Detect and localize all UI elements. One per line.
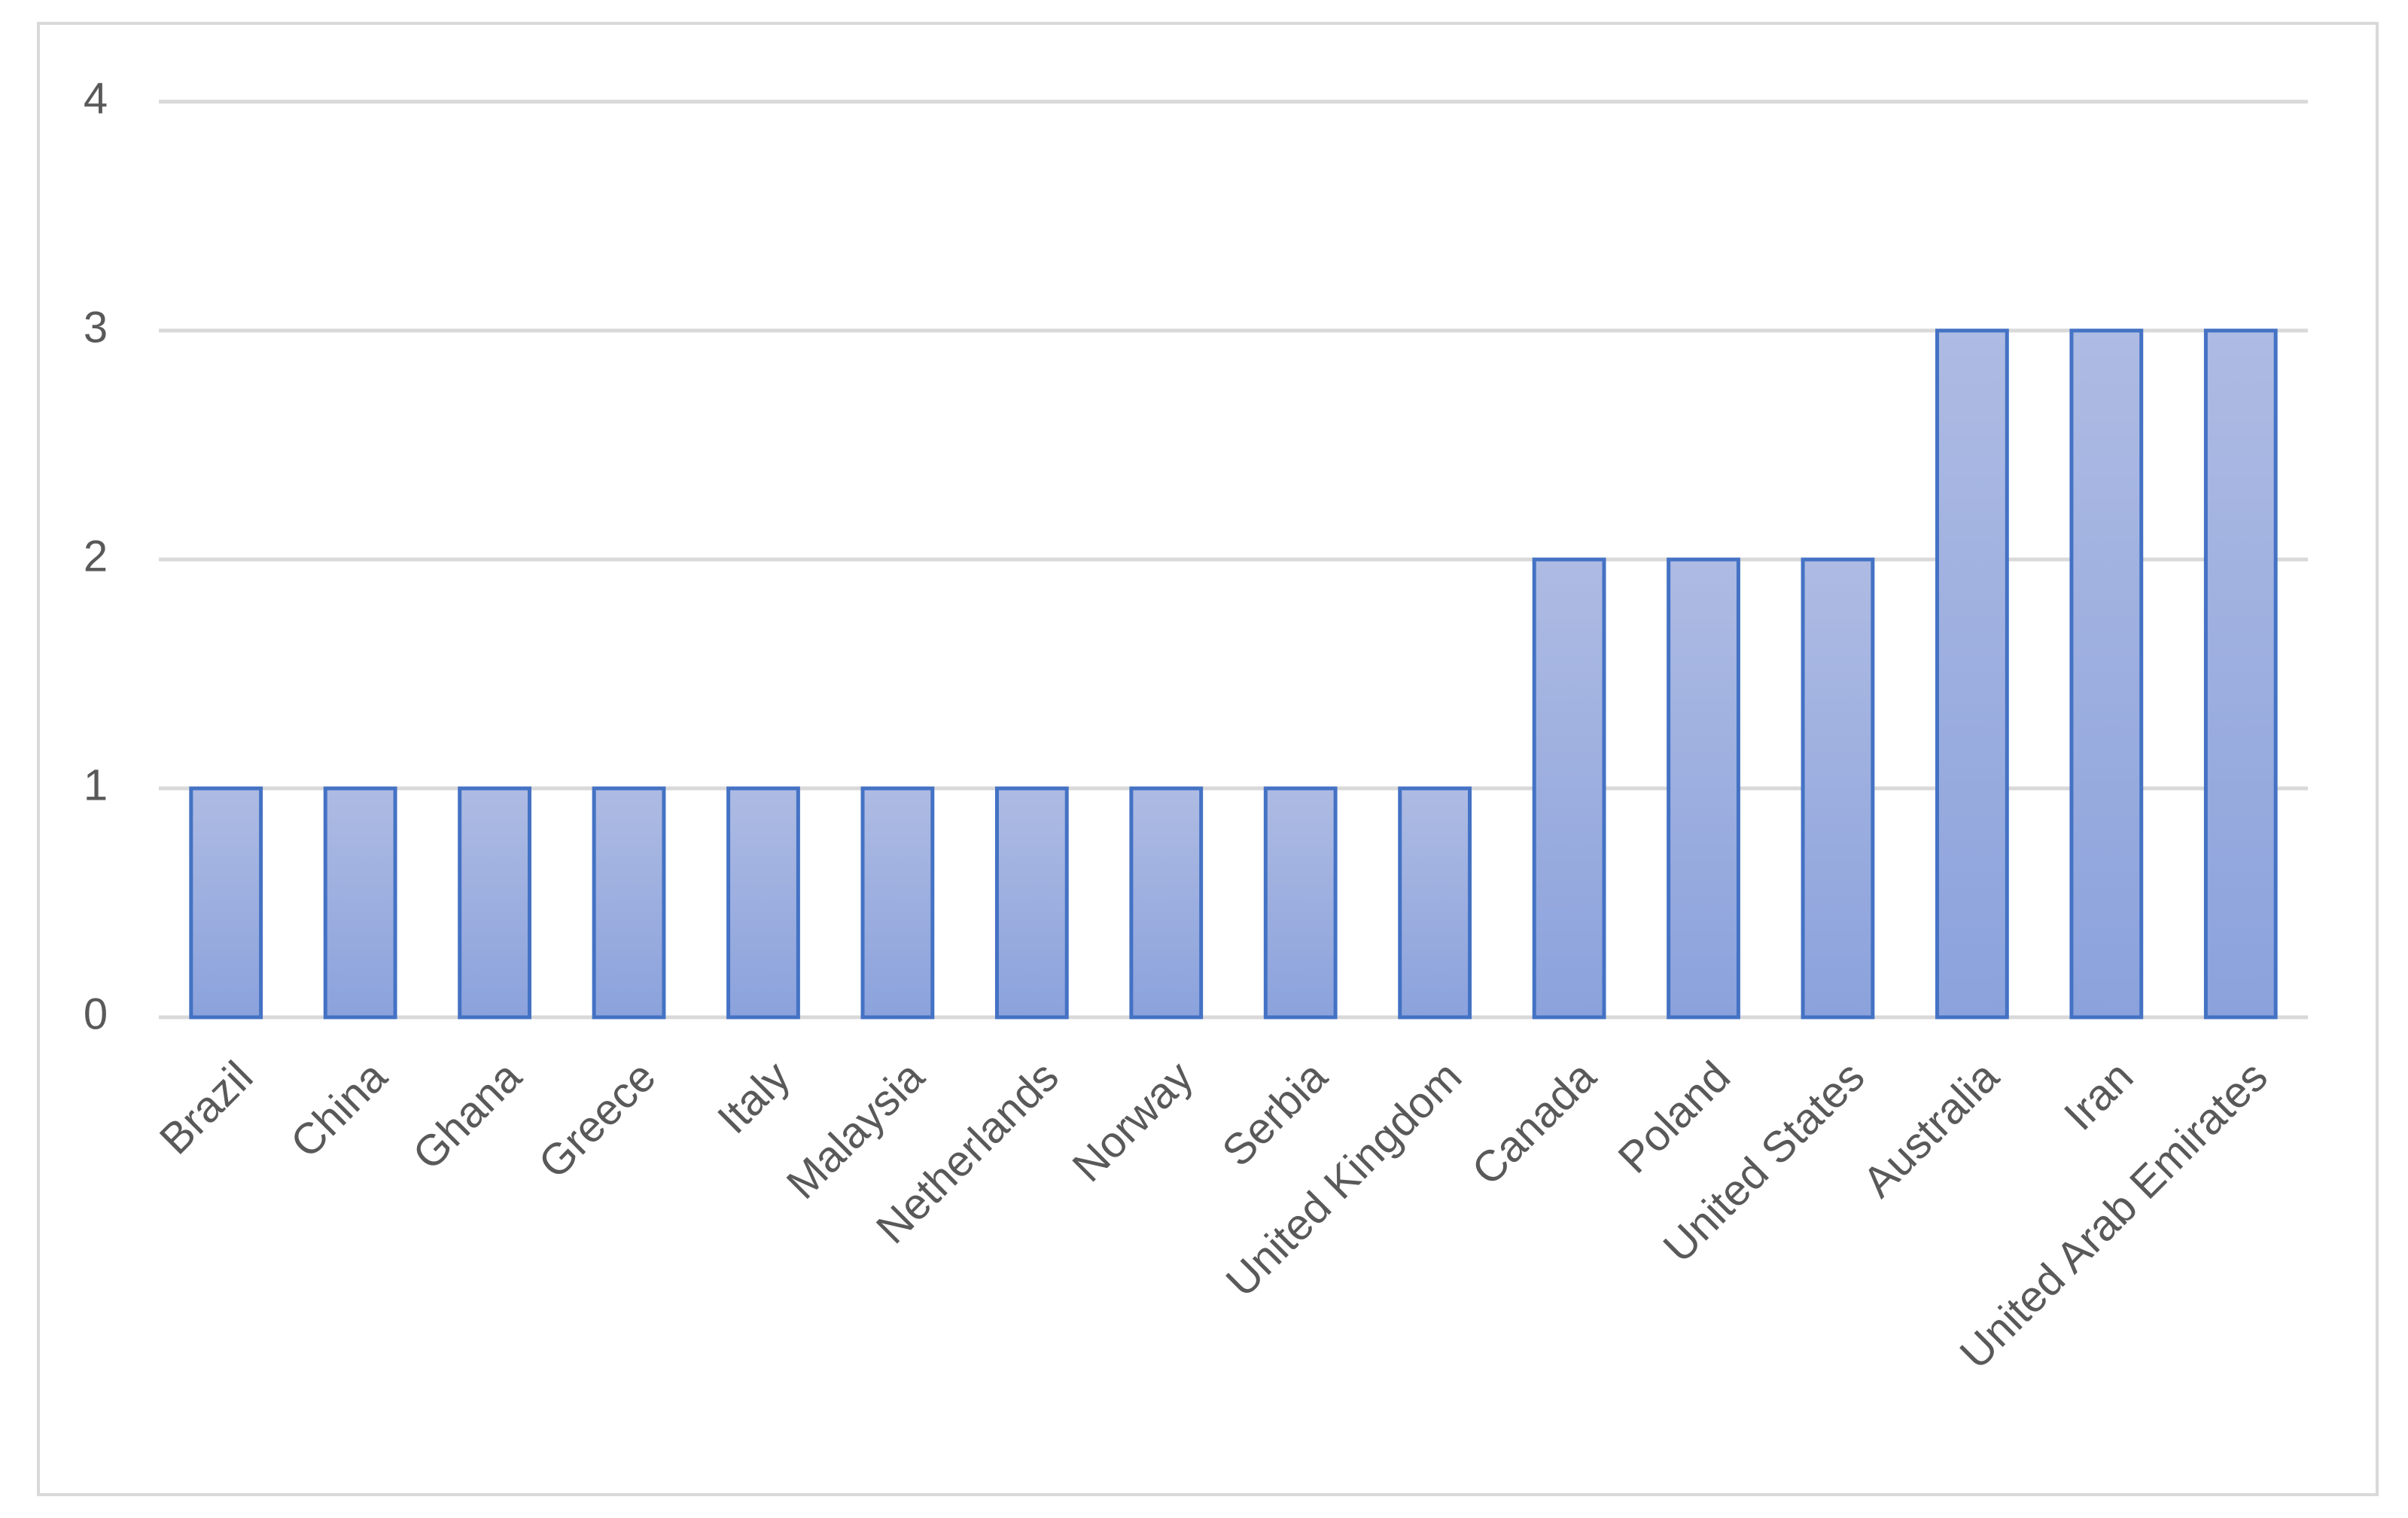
bar (1667, 557, 1740, 1020)
y-tick-label: 1 (84, 761, 108, 809)
bars (189, 328, 2278, 1020)
bar (458, 786, 531, 1020)
y-tick-label: 3 (84, 303, 108, 352)
y-tick-label: 2 (84, 532, 108, 581)
bar (1263, 786, 1338, 1020)
bar (1801, 557, 1875, 1020)
y-tick-label: 4 (84, 74, 108, 123)
bar (1532, 557, 1606, 1020)
bar (1398, 786, 1472, 1020)
bar (994, 786, 1069, 1020)
y-tick-label: 0 (84, 989, 108, 1038)
bar (189, 786, 263, 1020)
bar (1935, 328, 2009, 1020)
bar (860, 786, 935, 1020)
bar (323, 786, 397, 1020)
bar (726, 786, 800, 1020)
bar (1129, 786, 1204, 1020)
bar (2069, 328, 2144, 1020)
bar (592, 786, 666, 1020)
bar (2203, 328, 2278, 1020)
